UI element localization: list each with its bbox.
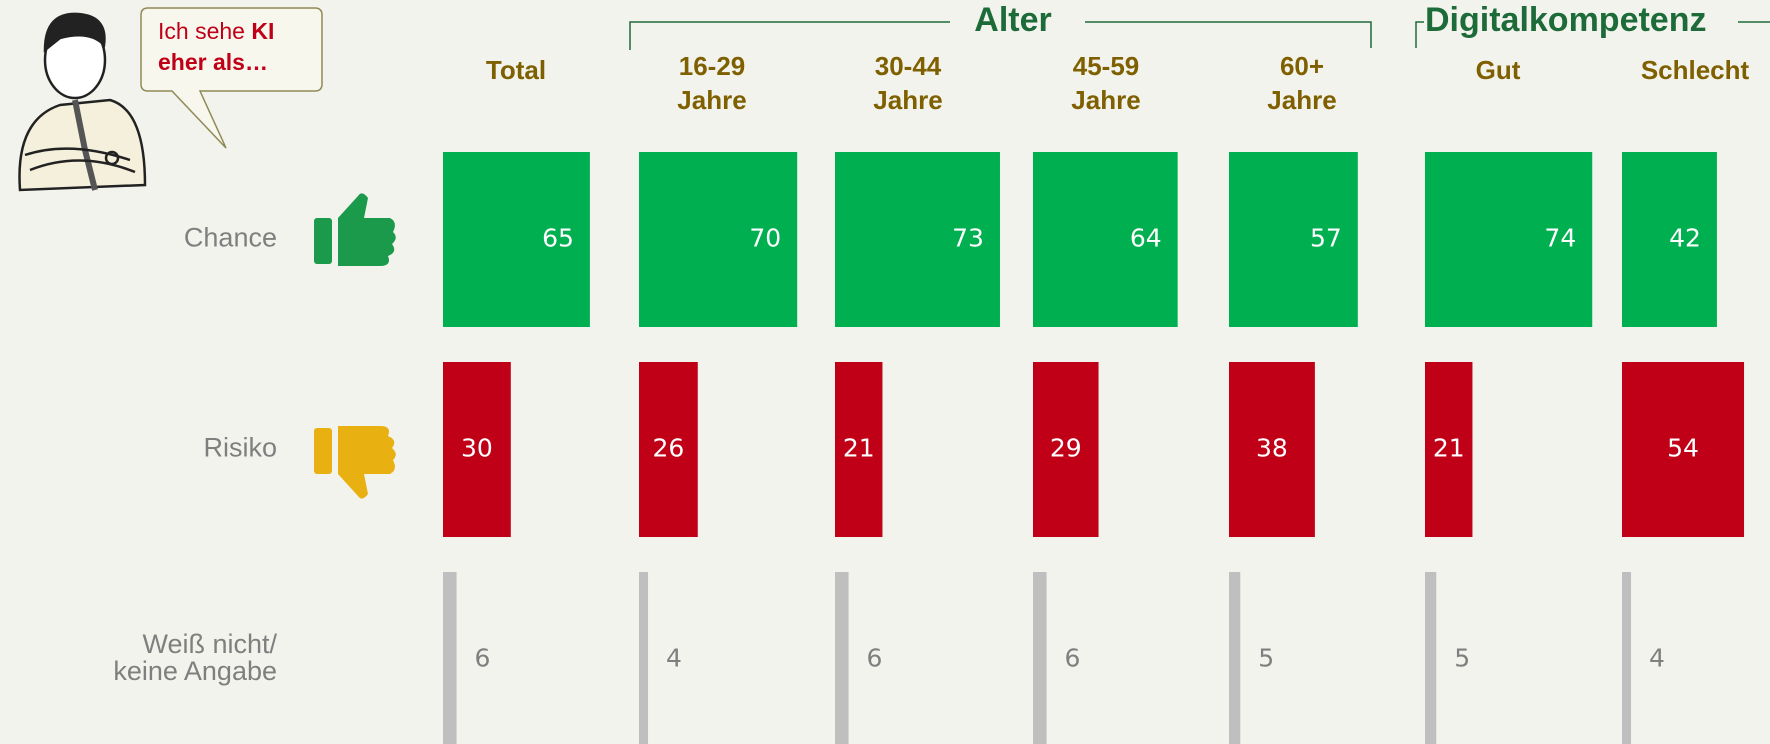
value-label: 30 [461, 434, 493, 463]
group-label: Digitalkompetenz [1425, 1, 1706, 39]
bar [1229, 572, 1240, 744]
group-label: Alter [974, 1, 1051, 39]
value-label: 5 [1454, 644, 1470, 673]
bar [1622, 572, 1631, 744]
chart: Ich sehe KI eher als… Alter Digitalkompe… [0, 0, 1770, 744]
value-label: 6 [1065, 644, 1081, 673]
value-label: 21 [1433, 434, 1465, 463]
bar [1425, 572, 1436, 744]
value-label: 26 [652, 434, 684, 463]
bubble-text-bold: KI [251, 18, 274, 44]
bubble-text: Ich sehe KI [158, 18, 274, 44]
bar [443, 572, 457, 744]
value-label: 73 [952, 224, 984, 253]
value-label: 42 [1669, 224, 1701, 253]
bubble-text-bold: eher als… [158, 49, 268, 75]
value-label: 64 [1130, 224, 1162, 253]
value-label: 38 [1256, 434, 1288, 463]
column-header: Total [486, 55, 546, 85]
row-label: Chance [184, 223, 277, 253]
value-label: 65 [542, 224, 574, 253]
value-label: 57 [1310, 224, 1342, 253]
column-header: Gut [1476, 55, 1521, 85]
value-label: 54 [1667, 434, 1699, 463]
person-illustration [20, 14, 146, 190]
bar [1033, 572, 1047, 744]
bar [639, 572, 648, 744]
thumbs-up-icon [314, 193, 396, 266]
row-label: Weiß nicht/keine Angabe [113, 629, 277, 686]
column-header: Schlecht [1641, 55, 1750, 85]
thumbs-down-icon [314, 426, 396, 499]
value-label: 6 [475, 644, 491, 673]
value-label: 4 [1649, 644, 1665, 673]
value-label: 6 [867, 644, 883, 673]
value-label: 4 [666, 644, 682, 673]
value-label: 21 [843, 434, 875, 463]
value-label: 29 [1050, 434, 1082, 463]
row-label: Risiko [203, 433, 277, 463]
value-label: 5 [1258, 644, 1274, 673]
bar [835, 572, 849, 744]
column-header: 60+Jahre [1267, 51, 1336, 115]
value-label: 74 [1544, 224, 1576, 253]
value-label: 70 [749, 224, 781, 253]
bubble-text-normal: Ich sehe [158, 18, 245, 44]
